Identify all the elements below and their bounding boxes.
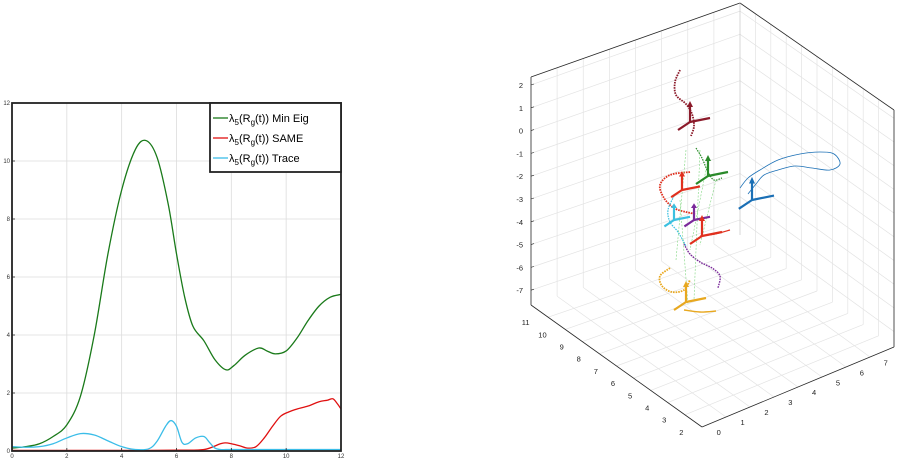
y-tick-label: 12 — [3, 101, 10, 107]
ticks: 0 2 4 6 8 10 12 0 2 4 6 8 10 12 — [3, 101, 345, 459]
x-tick-label: 12 — [338, 454, 345, 459]
y-tick-label: 4 — [7, 333, 11, 339]
x-tick-label: 0 — [10, 454, 14, 459]
series-line-0 — [11, 139, 342, 449]
y-tick-label: 10 — [3, 159, 10, 165]
y-tick-label: 8 — [7, 217, 11, 223]
y-tick-label: 2 — [7, 391, 11, 397]
series-line-2 — [11, 419, 341, 451]
y-tick-label: 0 — [7, 449, 11, 455]
legend-label-1: λ5(Rg(t)) SAME — [229, 133, 303, 147]
x-tick-label: 4 — [120, 454, 124, 459]
legend-box — [209, 102, 342, 173]
x-tick-label: 2 — [65, 454, 69, 459]
x-tick-label: 6 — [175, 454, 179, 459]
x-tick-label: 10 — [283, 454, 290, 459]
y-tick-label: 6 — [7, 275, 11, 281]
legend-label-2: λ5(Rg(t)) Trace — [229, 153, 300, 167]
legend: λ5(Rg(t)) Min Eig λ5(Rg(t)) SAME λ5(Rg(t))… — [209, 102, 342, 173]
legend-label-0: λ5(Rg(t)) Min Eig — [229, 113, 309, 127]
x-tick-label: 8 — [230, 454, 234, 459]
